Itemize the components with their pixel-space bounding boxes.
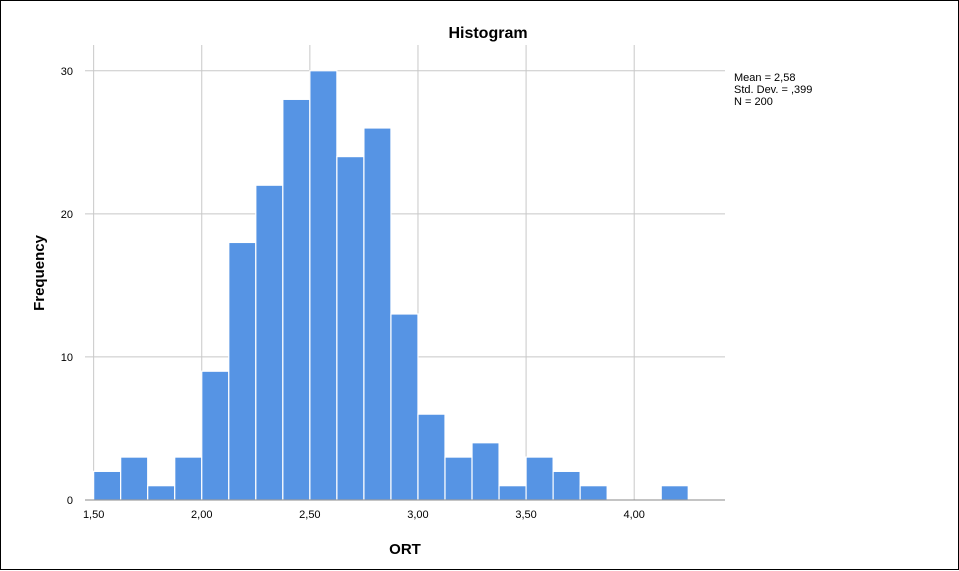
histogram-bar: [93, 470, 122, 501]
histogram-bar: [471, 442, 500, 501]
histogram-bar: [201, 370, 230, 501]
x-axis-title: ORT: [389, 541, 421, 558]
y-tick-label: 30: [61, 66, 73, 78]
histogram-bar: [120, 456, 149, 501]
x-tick-label: 2,00: [191, 509, 212, 521]
stat-std-dev: Std. Dev. = ,399: [734, 84, 812, 96]
histogram-bar: [336, 156, 365, 501]
y-tick-label: 0: [67, 495, 73, 507]
statistics-legend: Mean = 2,58 Std. Dev. = ,399 N = 200: [734, 72, 812, 108]
histogram-bar: [498, 485, 527, 501]
chart-title: Histogram: [448, 25, 527, 42]
x-tick-label: 1,50: [83, 509, 104, 521]
histogram-bar: [228, 241, 257, 501]
tick-labels: 0 10 20 30 1,50 2,00 2,50 3,00 3,50 4,00: [61, 66, 645, 521]
histogram-bar: [255, 184, 284, 501]
y-tick-label: 20: [61, 209, 73, 221]
x-tick-label: 3,00: [407, 509, 428, 521]
histogram-bars: [93, 70, 689, 501]
histogram-bar: [363, 127, 392, 501]
histogram-bar: [444, 456, 473, 501]
y-tick-label: 10: [61, 352, 73, 364]
histogram-bar: [390, 313, 419, 501]
histogram-bar: [309, 70, 338, 501]
x-tick-label: 3,50: [515, 509, 536, 521]
histogram-bar: [552, 470, 581, 501]
stat-mean: Mean = 2,58: [734, 72, 795, 84]
y-axis-title: Frequency: [31, 234, 48, 311]
histogram-bar: [174, 456, 203, 501]
histogram-bar: [147, 485, 176, 501]
x-tick-label: 4,00: [623, 509, 644, 521]
histogram-bar: [660, 485, 689, 501]
histogram-bar: [525, 456, 554, 501]
x-tick-label: 2,50: [299, 509, 320, 521]
histogram-bar: [417, 413, 446, 501]
histogram-bar: [579, 485, 608, 501]
histogram-bar: [282, 98, 311, 501]
stat-n: N = 200: [734, 96, 773, 108]
